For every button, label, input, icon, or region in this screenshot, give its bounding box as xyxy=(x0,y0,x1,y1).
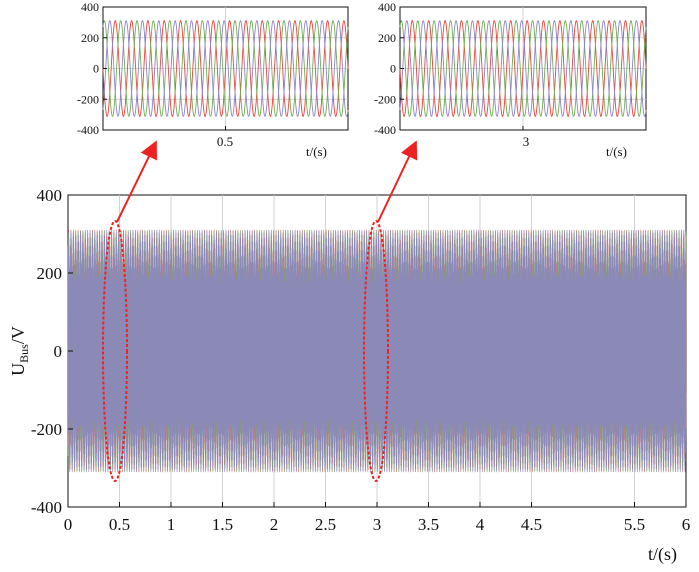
main-x-tick-label-10: 5.5 xyxy=(624,515,645,534)
zr-series-phase-3 xyxy=(399,20,647,117)
zoom-left-waveforms xyxy=(102,20,349,117)
zl-y-tick-label-0: -400 xyxy=(77,123,99,137)
main-chart: 0 0.5 1 1.5 2 2.5 3 3.5 4 4.5 5.5 6 -400 -200 0 200 400… xyxy=(8,186,690,565)
main-x-tick-label-11: 6 xyxy=(682,515,691,534)
main-x-tick-label-8: 4 xyxy=(476,515,485,534)
zr-y-tick-label-0: -400 xyxy=(374,123,396,137)
zoom-right-waveforms xyxy=(399,20,647,117)
main-x-tick-label-6: 3 xyxy=(373,515,382,534)
zoom-right-x-tick-label: 3 xyxy=(523,134,530,149)
zoom-left-x-axis-label: t/(s) xyxy=(306,144,327,159)
main-x-tick-label-4: 2 xyxy=(270,515,279,534)
zoom-left-y-ticks: -400 -200 0 200 400 xyxy=(77,0,107,137)
zoom-chart-right: -400 -200 0 200 400 3 t/(s) xyxy=(374,0,647,159)
zoom-right-y-ticks: -400 -200 0 200 400 xyxy=(374,0,404,137)
main-x-tick-label-3: 1.5 xyxy=(212,515,233,534)
main-y-ticks: -400 -200 0 200 400 xyxy=(31,186,73,517)
zr-series-phase-2 xyxy=(399,20,647,117)
main-x-tick-label-1: 0.5 xyxy=(109,515,130,534)
main-x-tick-label-5: 2.5 xyxy=(315,515,336,534)
zoom-right-x-axis-label: t/(s) xyxy=(606,144,627,159)
main-x-axis-label: t/(s) xyxy=(648,544,677,565)
zr-y-tick-label-3: 200 xyxy=(378,31,396,45)
zl-y-tick-label-3: 200 xyxy=(81,31,99,45)
main-series-phase-3 xyxy=(67,229,687,473)
zoom-left-x-tick-label: 0.5 xyxy=(217,134,233,149)
zoom-arrow-left xyxy=(116,140,157,223)
zoom-arrow-right xyxy=(377,140,418,223)
main-y-tick-label-0: -400 xyxy=(31,498,62,517)
main-x-tick-label-2: 1 xyxy=(167,515,176,534)
zr-y-tick-label-4: 400 xyxy=(378,0,396,14)
zr-y-tick-label-1: -200 xyxy=(374,92,396,106)
zl-y-tick-label-1: -200 xyxy=(77,92,99,106)
main-y-axis-label-subscript: Bus xyxy=(17,344,31,363)
highlight-ellipse-right xyxy=(363,220,389,482)
main-y-tick-label-2: 0 xyxy=(54,342,63,361)
main-y-tick-label-1: -200 xyxy=(31,420,62,439)
zl-y-tick-label-4: 400 xyxy=(81,0,99,14)
main-y-axis-label-unit: /V xyxy=(8,326,28,344)
main-y-axis-label: UBus/V xyxy=(8,326,31,376)
zl-series-phase-2 xyxy=(102,20,349,117)
zr-y-tick-label-2: 0 xyxy=(390,62,396,76)
zoom-annotations xyxy=(102,140,418,482)
zl-y-tick-label-2: 0 xyxy=(93,62,99,76)
main-y-tick-label-3: 200 xyxy=(37,264,63,283)
main-x-tick-label-9: 4.5 xyxy=(521,515,542,534)
zl-series-phase-3 xyxy=(102,20,349,117)
zl-series-phase-1 xyxy=(102,20,349,117)
zoom-chart-left: -400 -200 0 200 400 0.5 t/(s) xyxy=(77,0,349,159)
highlight-ellipse-left xyxy=(102,220,128,482)
zr-series-phase-1 xyxy=(399,20,647,117)
main-y-axis-label-symbol: U xyxy=(8,363,28,376)
main-x-tick-label-0: 0 xyxy=(64,515,73,534)
main-x-ticks: 0 0.5 1 1.5 2 2.5 3 3.5 4 4.5 5.5 6 xyxy=(64,502,691,534)
main-x-tick-label-7: 3.5 xyxy=(418,515,439,534)
main-waveforms xyxy=(67,229,687,473)
main-y-tick-label-4: 400 xyxy=(37,186,63,205)
